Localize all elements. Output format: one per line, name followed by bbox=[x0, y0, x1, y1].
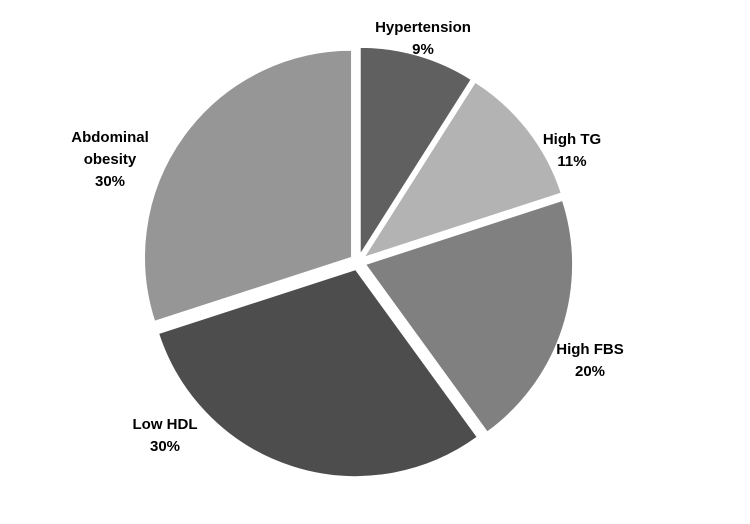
slice-value-label: 11% bbox=[557, 153, 586, 170]
slice-value-label: 30% bbox=[95, 173, 125, 190]
slice-value-label: 30% bbox=[150, 438, 180, 455]
pie-slice bbox=[364, 199, 574, 433]
pie-slice bbox=[158, 269, 478, 478]
slice-label: Abdominal obesity bbox=[71, 129, 149, 168]
slice-label: High FBS bbox=[556, 341, 624, 358]
slice-value-label: 20% bbox=[575, 363, 605, 380]
slice-label: Low HDL bbox=[133, 416, 198, 433]
slice-value-label: 9% bbox=[412, 41, 434, 58]
slice-label: High TG bbox=[543, 131, 601, 148]
pie-slice bbox=[359, 46, 472, 257]
pie-slice bbox=[363, 81, 562, 259]
slice-label: Hypertension bbox=[375, 19, 471, 36]
pie-slice bbox=[144, 49, 353, 322]
